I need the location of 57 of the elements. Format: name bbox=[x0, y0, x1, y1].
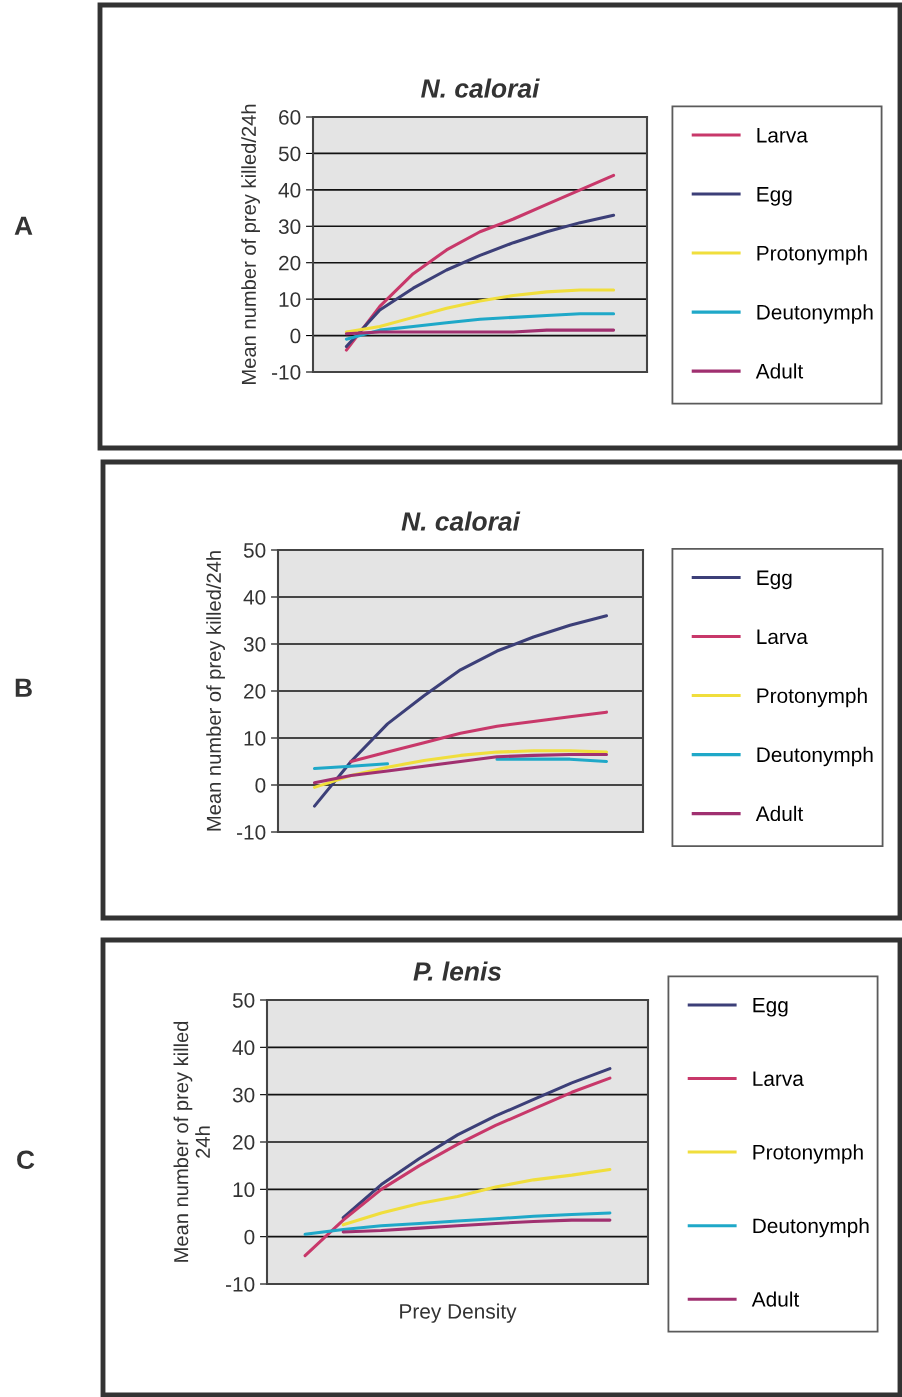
legend-label: Egg bbox=[757, 570, 792, 590]
line-series bbox=[341, 1067, 612, 1220]
y-tick-label: 0 bbox=[290, 328, 301, 344]
y-tick-label: 30 bbox=[232, 1087, 255, 1103]
legend-label: Adult bbox=[755, 805, 804, 822]
y-tick-label: -10 bbox=[237, 825, 266, 840]
chart-title: N. calorai bbox=[421, 78, 540, 98]
y-tick-label: 30 bbox=[278, 219, 301, 235]
legend-label: Larva bbox=[757, 629, 808, 645]
y-tick-label: 10 bbox=[233, 1182, 255, 1198]
y-tick-label: 20 bbox=[244, 684, 266, 699]
line-series bbox=[349, 710, 609, 764]
y-tick-label: 50 bbox=[278, 146, 301, 162]
legend-label: Egg bbox=[753, 997, 788, 1017]
y-tick-label: 40 bbox=[243, 590, 266, 605]
legend-label: Adult bbox=[751, 1291, 800, 1307]
text: A bbox=[14, 216, 33, 235]
y-tick-label: 50 bbox=[243, 543, 266, 558]
y-axis-title: Mean number of prey killed 24h bbox=[173, 1021, 210, 1262]
line-series bbox=[344, 312, 616, 341]
legend-label: Egg bbox=[757, 187, 792, 206]
y-tick-label: 0 bbox=[244, 1229, 255, 1245]
y-axis-title: Mean number of prey killed/24h bbox=[206, 551, 225, 831]
y-tick-label: 10 bbox=[279, 292, 301, 307]
y-tick-label: 60 bbox=[279, 110, 301, 125]
y-axis-title: Mean number of prey killed/24h bbox=[241, 104, 260, 384]
y-tick-label: 10 bbox=[244, 731, 266, 746]
legend-label: Adult bbox=[755, 363, 804, 379]
line-series bbox=[303, 1211, 612, 1236]
line-series bbox=[344, 213, 616, 349]
legend-label: Deutonymph bbox=[757, 304, 873, 324]
y-tick-label: 40 bbox=[278, 182, 301, 198]
chart-title: P. lenis bbox=[413, 961, 502, 981]
text: C bbox=[17, 1150, 35, 1170]
y-tick-label: 40 bbox=[232, 1040, 255, 1056]
y-tick-label: -10 bbox=[226, 1277, 255, 1292]
legend-label: Deutonymph bbox=[753, 1217, 869, 1238]
legend-label: Larva bbox=[753, 1071, 804, 1087]
legend-label: Protonymph bbox=[753, 1144, 863, 1164]
legend-label: Deutonymph bbox=[757, 746, 873, 767]
y-tick-label: 50 bbox=[232, 993, 255, 1008]
y-tick-label: 30 bbox=[243, 637, 266, 652]
text: B bbox=[15, 678, 32, 697]
legend-label: Larva bbox=[757, 128, 808, 143]
line-series bbox=[312, 614, 609, 808]
line-series bbox=[341, 1167, 612, 1227]
line-series bbox=[341, 1218, 612, 1234]
y-tick-label: 20 bbox=[279, 255, 301, 271]
y-tick-label: 20 bbox=[233, 1135, 255, 1150]
chart-title: N. calorai bbox=[401, 511, 521, 531]
legend-label: Protonymph bbox=[757, 245, 867, 265]
line-series bbox=[303, 1076, 612, 1258]
y-tick-label: 0 bbox=[255, 778, 266, 793]
x-axis-title: Prey Density bbox=[400, 1303, 517, 1323]
legend-label: Protonymph bbox=[757, 687, 867, 708]
line-series bbox=[344, 288, 616, 334]
y-tick-label: -10 bbox=[272, 365, 301, 380]
